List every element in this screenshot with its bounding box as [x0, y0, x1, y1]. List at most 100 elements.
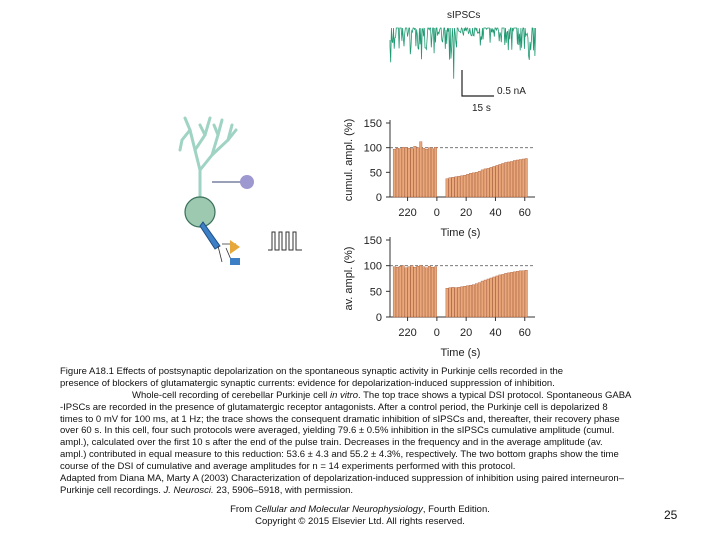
bar	[448, 287, 452, 318]
text-line: -IPSCs are recorded in the presence of g…	[60, 402, 631, 414]
bar	[433, 266, 437, 318]
text-segment: over 60 s. In this cell, four such proto…	[60, 425, 615, 437]
bar	[501, 274, 505, 318]
bar	[492, 166, 496, 198]
x-tick-label: 220	[398, 207, 416, 219]
page-number: 25	[664, 508, 678, 522]
text-segment: course of the DSI of cumulative and aver…	[60, 461, 516, 473]
bar	[395, 147, 399, 198]
bar	[392, 266, 396, 318]
y-tick-label: 100	[364, 143, 382, 155]
bar	[413, 145, 417, 198]
bar	[501, 163, 505, 198]
soma	[184, 196, 216, 228]
bar	[477, 282, 481, 318]
y-tick-label: 150	[364, 118, 382, 130]
bar	[433, 146, 437, 198]
bar	[448, 177, 452, 198]
x-tick-label: 0	[434, 327, 440, 339]
figure: sIPSCs 0.5 nA 15 s 0 50 100 150 220 0 20 40 60 Ti…	[178, 10, 536, 359]
text-line: times to 0 mV for 100 ms, at 1 Hz; the t…	[60, 414, 631, 426]
text-segment: Copyright © 2015 Elsevier Ltd. All right…	[255, 516, 465, 527]
bar	[454, 176, 458, 198]
bar	[431, 267, 434, 318]
text-line: ampl.) contributed in equal measure to t…	[60, 449, 631, 461]
y-tick-label: 150	[364, 235, 382, 247]
bar	[510, 272, 514, 318]
bar	[401, 265, 405, 318]
bar	[410, 148, 414, 198]
bar	[510, 161, 514, 198]
scale-amplitude: 0.5 nA	[497, 86, 526, 97]
bar	[474, 172, 478, 198]
bar	[410, 265, 414, 318]
bar	[451, 177, 455, 198]
bar	[513, 271, 516, 318]
y-axis-label: cumul. ampl. (%)	[343, 119, 355, 202]
scale-time: 15 s	[472, 103, 491, 114]
y-tick-label: 0	[376, 312, 382, 324]
y-tick-label: 0	[376, 192, 382, 204]
bar	[472, 172, 475, 198]
bar	[524, 158, 528, 198]
bar	[398, 265, 402, 318]
bar	[495, 275, 499, 318]
bar	[454, 287, 458, 318]
y-tick-label: 100	[364, 261, 382, 273]
text-line: Copyright © 2015 Elsevier Ltd. All right…	[0, 516, 720, 528]
x-tick-label: 40	[489, 327, 501, 339]
bar	[398, 148, 402, 198]
text-line: Whole-cell recording of cerebellar Purki…	[60, 390, 631, 402]
text-segment: in vitro	[330, 389, 358, 401]
bar	[463, 175, 467, 198]
bar	[480, 169, 484, 198]
y-axis-label: av. ampl. (%)	[343, 247, 355, 311]
text-segment: times to 0 mV for 100 ms, at 1 Hz; the t…	[60, 413, 620, 425]
text-segment: ampl.), calculated over the first 10 s a…	[60, 437, 603, 449]
bar	[422, 147, 426, 198]
y-tick-label: 50	[370, 286, 382, 298]
x-tick-label: 60	[519, 207, 531, 219]
x-tick-label: 0	[434, 207, 440, 219]
bar	[425, 148, 429, 198]
bar	[489, 167, 493, 198]
text-segment: Whole-cell recording of cerebellar Purki…	[132, 389, 331, 401]
bar	[419, 264, 423, 318]
text-line: ampl.), calculated over the first 10 s a…	[60, 437, 631, 449]
bar	[445, 288, 449, 318]
bar	[401, 146, 405, 198]
pipette	[199, 221, 221, 250]
bar	[507, 272, 511, 318]
bar	[495, 165, 499, 198]
bar	[474, 283, 478, 318]
text-segment: , Fourth Edition.	[422, 504, 490, 515]
bar	[404, 267, 408, 318]
bar	[466, 285, 470, 318]
caption: Figure A18.1 Effects of postsynaptic dep…	[60, 366, 631, 497]
bar	[477, 171, 481, 198]
text-segment: presence of blockers of glutamatergic sy…	[60, 377, 555, 389]
bar	[428, 147, 431, 198]
x-tick-label: 40	[489, 207, 501, 219]
bar	[469, 173, 473, 198]
text-segment: -IPSCs are recorded in the presence of g…	[60, 401, 608, 413]
bar	[515, 271, 519, 318]
text-line: over 60 s. In this cell, four such proto…	[60, 425, 631, 437]
bar	[460, 286, 464, 318]
bar	[416, 147, 420, 198]
trace-label: sIPSCs	[447, 10, 480, 21]
text-segment: Cellular and Molecular Neurophysiology	[254, 504, 423, 515]
x-tick-label: 60	[519, 327, 531, 339]
text-segment: ampl.) contributed in equal measure to t…	[60, 449, 619, 461]
bar	[451, 287, 455, 318]
bar	[416, 265, 420, 318]
bar	[507, 161, 511, 198]
bar	[395, 267, 399, 318]
bar	[404, 147, 408, 198]
current-trace	[389, 26, 536, 79]
bar	[483, 279, 487, 318]
bar	[498, 274, 502, 318]
text-line: course of the DSI of cumulative and aver…	[60, 461, 631, 473]
bar	[504, 273, 508, 318]
text-segment: 23, 5906–5918, with permission.	[213, 484, 354, 496]
